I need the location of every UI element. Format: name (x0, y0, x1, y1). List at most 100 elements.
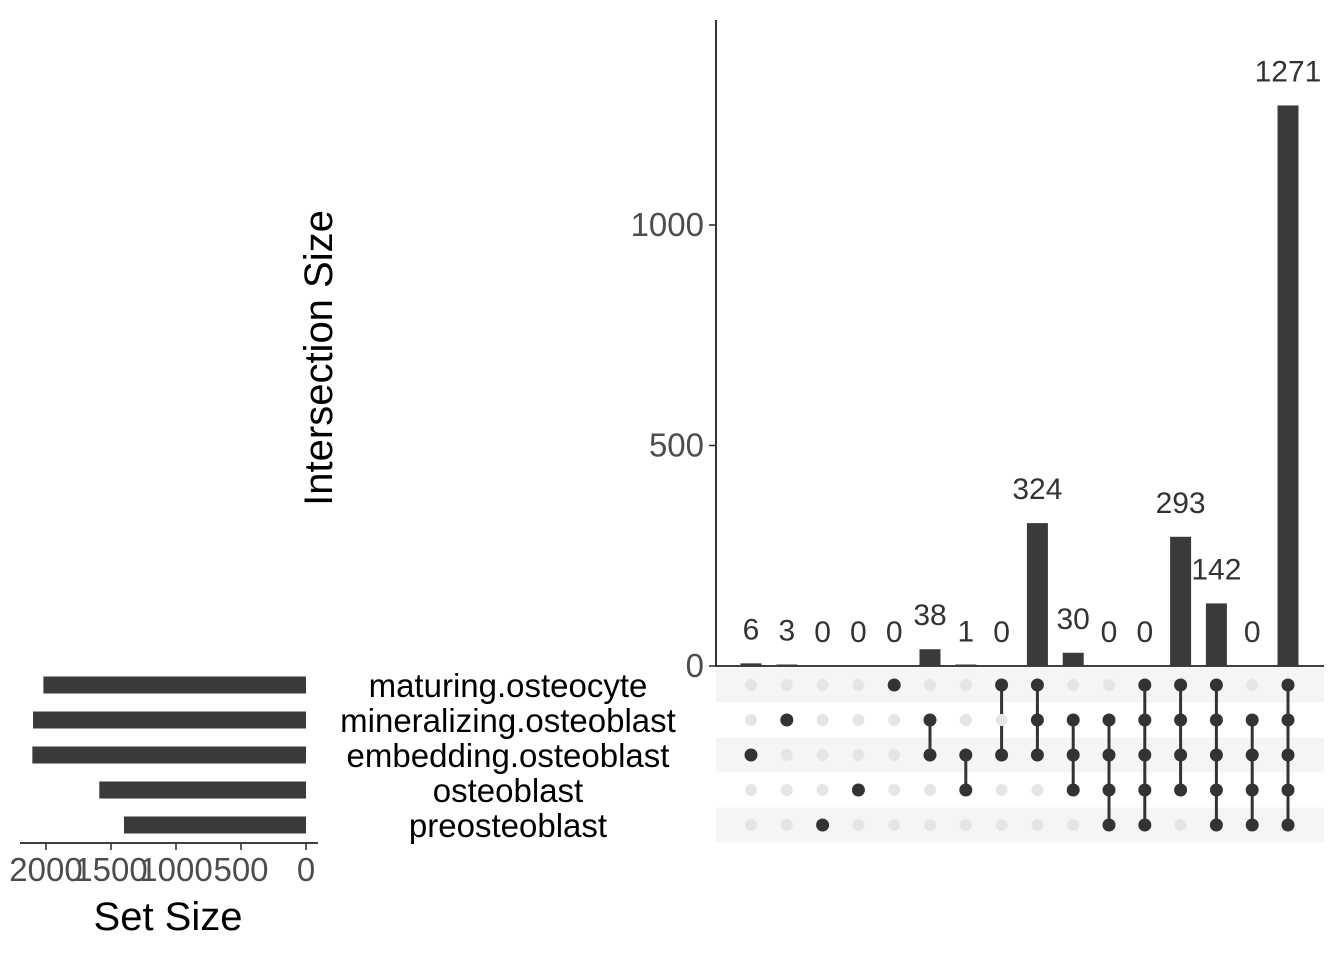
matrix-dot-inactive-8-3 (1031, 784, 1044, 796)
matrix-dot-active-12-0 (1174, 678, 1188, 692)
matrix-dot-active-13-2 (1209, 748, 1223, 762)
y-axis-title: Intersection Size (297, 210, 341, 506)
matrix-dot-active-0-2 (744, 748, 758, 762)
matrix-dot-inactive-2-3 (816, 784, 829, 796)
set-size-tick-label-0: 2000 (9, 851, 82, 888)
set-size-bar-4 (124, 816, 306, 834)
matrix-dot-inactive-7-4 (995, 819, 1008, 831)
matrix-dot-active-2-4 (816, 818, 830, 832)
set-labels: maturing.osteocytemineralizing.osteoblas… (340, 667, 676, 844)
matrix-dot-active-11-4 (1138, 818, 1152, 832)
set-size-tick-label-2: 1000 (139, 851, 212, 888)
matrix-stripes (716, 667, 1324, 843)
matrix-dot-inactive-3-0 (852, 679, 865, 691)
matrix-dot-inactive-2-0 (816, 679, 829, 691)
set-label-2: embedding.osteoblast (347, 737, 670, 774)
matrix-dot-active-8-1 (1030, 713, 1044, 727)
set-size-tick-label-1: 1500 (74, 851, 147, 888)
matrix-stripe-2 (716, 737, 1324, 773)
matrix-dot-inactive-1-0 (780, 679, 793, 691)
matrix-dot-inactive-0-1 (745, 714, 757, 726)
matrix-dot-active-14-4 (1245, 818, 1259, 832)
matrix-dot-active-9-3 (1066, 783, 1080, 797)
intersection-value-label-1: 3 (778, 615, 795, 648)
matrix-dot-inactive-8-4 (1031, 819, 1044, 831)
matrix-dot-active-15-2 (1281, 748, 1295, 762)
matrix-stripe-0 (716, 667, 1324, 703)
matrix-dot-inactive-1-3 (780, 784, 793, 796)
matrix-dot-inactive-2-1 (816, 714, 829, 726)
matrix-dot-inactive-3-2 (852, 749, 865, 761)
matrix-dot-inactive-9-0 (1067, 679, 1080, 691)
intersection-bar-9 (1062, 652, 1084, 666)
matrix-dot-active-15-1 (1281, 713, 1295, 727)
matrix-dot-inactive-9-4 (1067, 819, 1080, 831)
matrix-dot-inactive-5-3 (924, 784, 936, 796)
intersection-value-label-5: 38 (913, 599, 946, 632)
intersection-value-label-11: 0 (1136, 616, 1153, 649)
matrix-dot-active-14-1 (1245, 713, 1259, 727)
matrix-dot-inactive-3-1 (852, 714, 865, 726)
matrix-dot-active-10-1 (1102, 713, 1116, 727)
intersection-bar-13 (1205, 603, 1227, 666)
matrix-dot-active-9-1 (1066, 713, 1080, 727)
set-size-bar-2 (32, 746, 306, 764)
matrix-dot-inactive-6-4 (959, 819, 972, 831)
intersection-value-label-7: 0 (993, 616, 1010, 649)
intersection-bar-12 (1170, 536, 1192, 666)
matrix-dot-inactive-4-3 (888, 784, 901, 796)
matrix-dot-inactive-7-1 (995, 714, 1008, 726)
matrix-dot-active-14-2 (1245, 748, 1259, 762)
set-label-0: maturing.osteocyte (369, 667, 648, 704)
matrix-dot-inactive-14-0 (1246, 679, 1259, 691)
intersection-bar-15 (1277, 105, 1299, 666)
matrix-dot-inactive-1-4 (780, 819, 793, 831)
matrix-dot-active-12-3 (1174, 783, 1188, 797)
matrix-dot-inactive-2-2 (816, 749, 829, 761)
matrix-dot-active-15-0 (1281, 678, 1295, 692)
matrix-dot-active-12-2 (1174, 748, 1188, 762)
matrix-dot-inactive-3-4 (852, 819, 865, 831)
matrix-stripe-4 (716, 807, 1324, 843)
matrix-dot-active-5-1 (923, 713, 937, 727)
matrix-dot-active-11-3 (1138, 783, 1152, 797)
intersection-value-label-3: 0 (850, 616, 867, 649)
matrix-dot-inactive-5-4 (924, 819, 936, 831)
intersection-bar-8 (1026, 523, 1048, 666)
intersection-bar-6 (955, 664, 977, 666)
y-tick-label-1: 500 (649, 427, 704, 464)
set-label-4: preosteoblast (409, 807, 607, 844)
intersection-value-label-4: 0 (886, 616, 903, 649)
matrix-dot-active-3-3 (851, 783, 865, 797)
intersection-bar-5 (919, 649, 941, 666)
intersection-bar-0 (740, 663, 762, 666)
intersection-value-label-2: 0 (814, 616, 831, 649)
intersection-value-label-12: 293 (1156, 487, 1206, 520)
matrix-dot-active-5-2 (923, 748, 937, 762)
matrix-dot-inactive-0-0 (745, 679, 757, 691)
matrix-dot-inactive-0-3 (745, 784, 757, 796)
set-size-tick-label-3: 500 (213, 851, 268, 888)
matrix-dot-active-7-0 (995, 678, 1009, 692)
y-tick-label-0: 0 (686, 647, 704, 684)
matrix-dot-inactive-5-0 (924, 679, 936, 691)
intersection-bar-1 (776, 664, 798, 666)
matrix-dot-active-13-1 (1209, 713, 1223, 727)
matrix-dot-active-6-2 (959, 748, 973, 762)
matrix-dot-active-10-3 (1102, 783, 1116, 797)
set-label-3: osteoblast (433, 772, 583, 809)
matrix-dot-active-8-2 (1030, 748, 1044, 762)
matrix-dot-active-6-3 (959, 783, 973, 797)
set-size-bar-0 (43, 676, 307, 694)
set-size-bar-1 (33, 711, 306, 729)
matrix-dot-active-11-1 (1138, 713, 1152, 727)
set-size-bars (32, 676, 307, 834)
matrix-dot-inactive-4-4 (888, 819, 901, 831)
intersection-value-label-0: 6 (743, 613, 760, 646)
matrix-dot-active-14-3 (1245, 783, 1259, 797)
matrix-dot-active-7-2 (995, 748, 1009, 762)
matrix-dot-active-8-0 (1030, 678, 1044, 692)
